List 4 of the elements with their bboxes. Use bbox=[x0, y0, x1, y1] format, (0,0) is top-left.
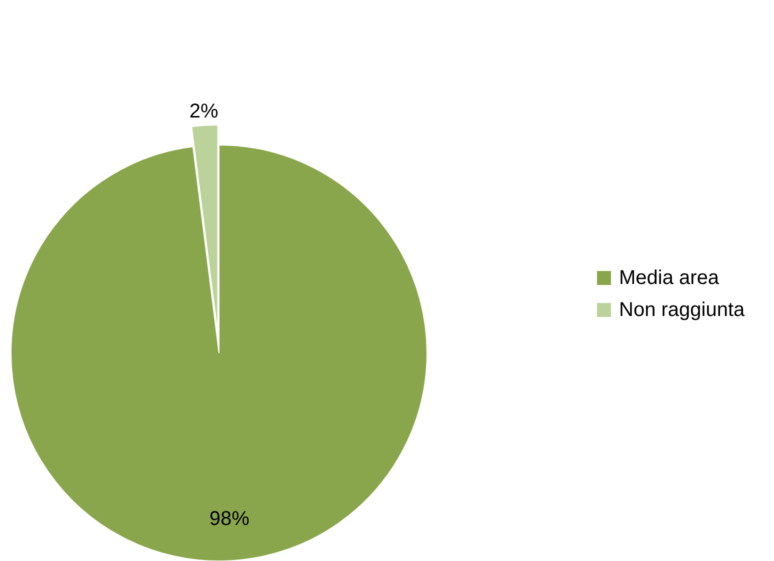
data-label: 98% bbox=[209, 508, 250, 530]
legend-label: Non raggiunta bbox=[619, 298, 745, 322]
legend-label: Media area bbox=[619, 266, 720, 290]
data-label: 2% bbox=[189, 100, 218, 122]
